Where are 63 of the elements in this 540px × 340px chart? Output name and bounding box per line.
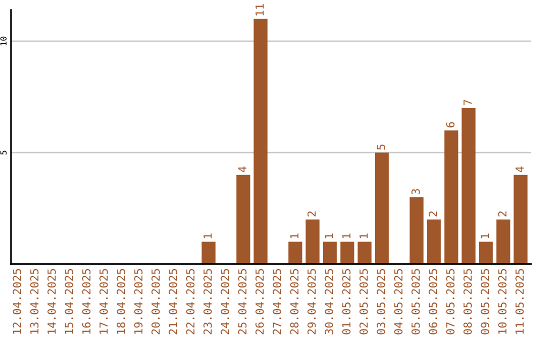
- data-label: 2: [307, 211, 316, 216]
- bar: [236, 174, 250, 264]
- data-label: 1: [360, 234, 368, 238]
- data-label: 4: [516, 166, 524, 172]
- x-tick-label: 10.05.2025: [498, 269, 507, 334]
- bar: [306, 219, 320, 264]
- data-label: 1: [324, 234, 334, 238]
- x-tick-label: 24.04.2025: [220, 269, 230, 334]
- x-tick-label: 05.05.2025: [411, 269, 420, 334]
- x-tick-label: 14.04.2025: [47, 269, 56, 334]
- y-tick-label: 10: [0, 36, 7, 46]
- x-tick-label: 06.05.2025: [428, 269, 438, 334]
- bar: [202, 242, 216, 264]
- x-tick-label: 07.05.2025: [446, 269, 455, 334]
- bar: [254, 18, 268, 264]
- x-tick-label: 16.04.2025: [82, 269, 91, 334]
- x-tick-label: 27.04.2025: [272, 269, 282, 334]
- x-tick-label: 19.04.2025: [134, 269, 143, 334]
- bar: [514, 174, 528, 264]
- bar: [479, 242, 493, 264]
- x-tick-label: 26.04.2025: [255, 269, 264, 334]
- bar: [375, 152, 389, 264]
- x-tick-label: 25.04.2025: [238, 269, 247, 334]
- data-label: 1: [342, 234, 350, 238]
- bar: [410, 197, 424, 264]
- data-label: 2: [428, 211, 438, 216]
- data-label: 5: [376, 144, 386, 150]
- data-label: 1: [480, 234, 490, 238]
- bar: [427, 219, 441, 264]
- x-tick-label: 18.04.2025: [116, 269, 126, 334]
- x-tick-label: 09.05.2025: [480, 269, 490, 334]
- x-tick-label: 12.04.2025: [12, 269, 22, 334]
- x-tick-label: 21.04.2025: [168, 269, 178, 334]
- data-label: 3: [411, 189, 420, 194]
- bar: [340, 242, 354, 264]
- data-label: 1: [204, 234, 212, 238]
- x-tick-label: 28.04.2025: [290, 269, 299, 334]
- data-label: 4: [238, 166, 246, 172]
- data-label: 11: [256, 4, 264, 16]
- data-label: 6: [446, 122, 455, 128]
- bar: [462, 108, 476, 264]
- x-tick-label: 04.05.2025: [394, 269, 403, 334]
- x-tick-label: 03.05.2025: [376, 269, 386, 334]
- x-tick-label: 22.04.2025: [186, 269, 195, 334]
- x-tick-label: 15.04.2025: [64, 269, 74, 334]
- data-label: 2: [498, 211, 506, 216]
- x-tick-label: 29.04.2025: [307, 269, 316, 334]
- x-tick-label: 13.04.2025: [30, 269, 39, 334]
- x-tick-label: 23.04.2025: [203, 269, 212, 334]
- x-tick-label: 30.04.2025: [324, 269, 334, 334]
- data-label: 7: [464, 100, 472, 106]
- x-tick-label: 02.05.2025: [359, 269, 368, 334]
- x-tick-label: 08.05.2025: [463, 269, 472, 334]
- x-tick-label: 17.04.2025: [99, 269, 108, 334]
- data-label: 1: [290, 234, 298, 238]
- bar: [496, 219, 510, 264]
- bar: [288, 242, 302, 264]
- x-tick-label: 11.05.2025: [515, 269, 524, 334]
- bar: [323, 242, 337, 264]
- x-tick-label: 01.05.2025: [342, 269, 351, 334]
- bar: [358, 242, 372, 264]
- bar: [444, 130, 458, 264]
- x-tick-label: 20.04.2025: [151, 269, 160, 334]
